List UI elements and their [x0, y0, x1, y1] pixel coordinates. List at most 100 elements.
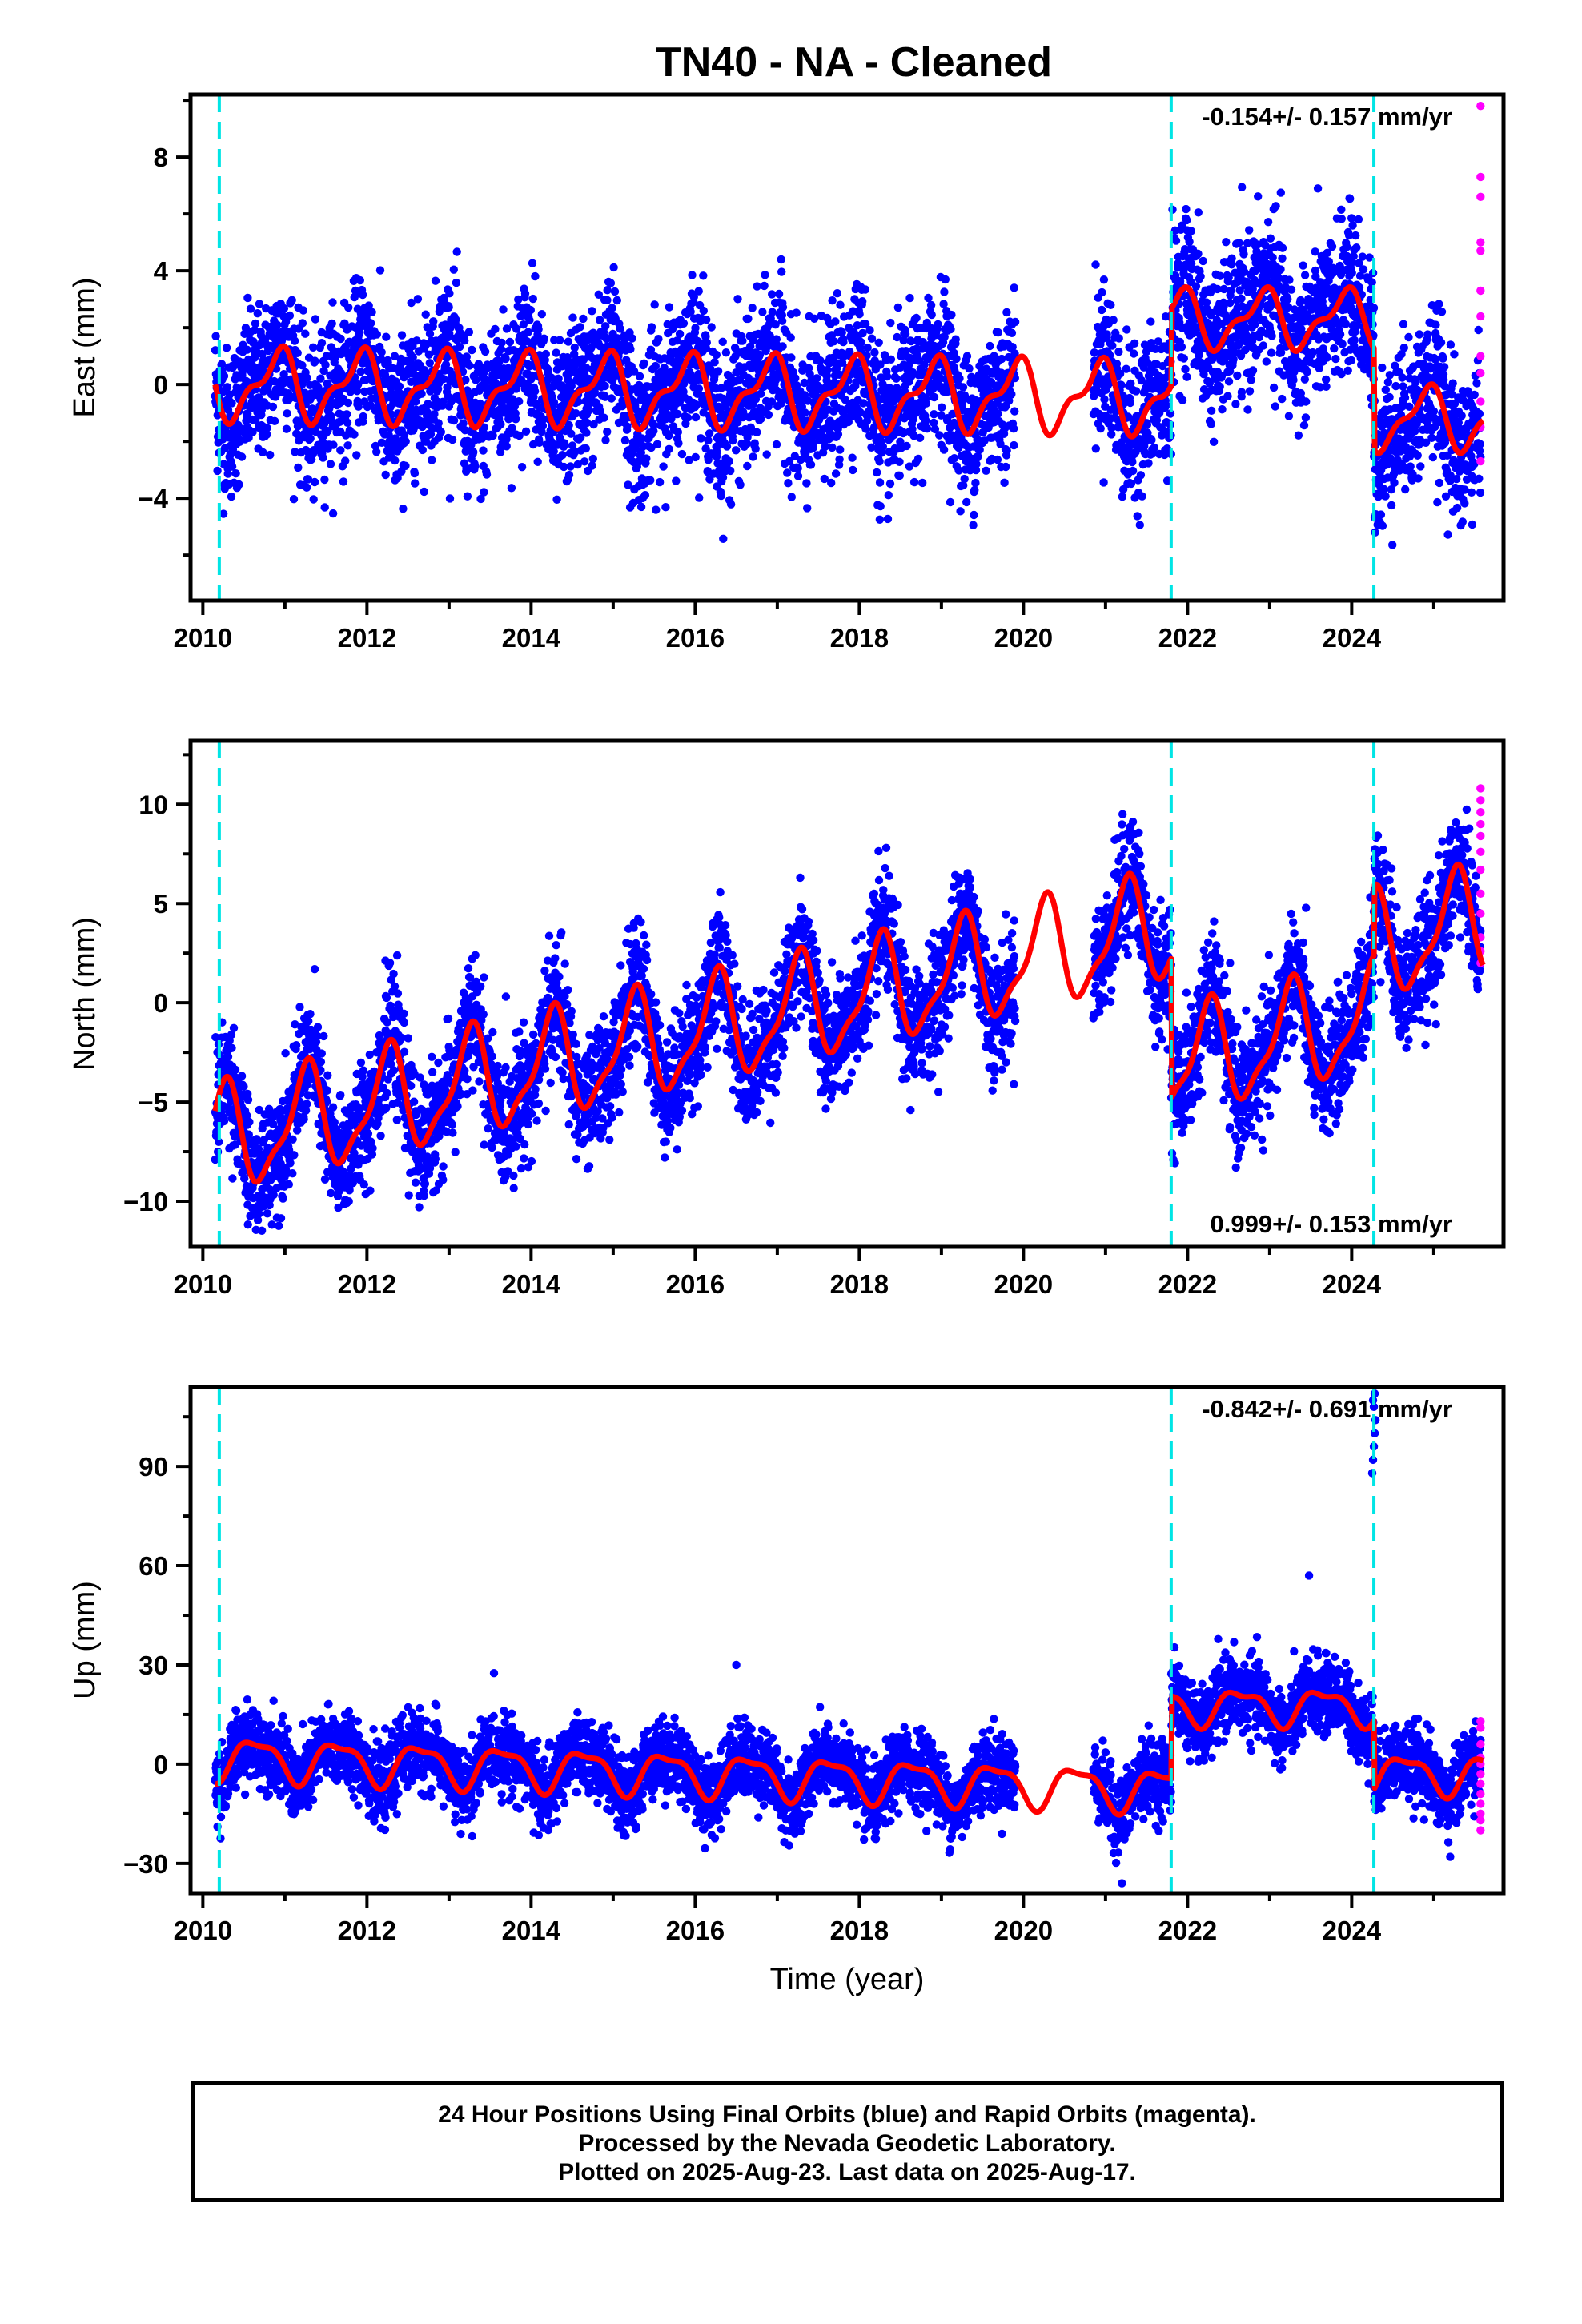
- final-orbit-point: [646, 345, 656, 354]
- final-orbit-point: [219, 372, 229, 380]
- final-orbit-point: [756, 389, 765, 398]
- final-orbit-point: [355, 275, 364, 285]
- final-orbit-point: [823, 365, 832, 375]
- final-orbit-point: [253, 309, 262, 318]
- final-orbit-point: [372, 330, 381, 339]
- final-orbit-point: [628, 334, 636, 343]
- final-orbit-point: [954, 466, 963, 475]
- final-orbit-point: [1387, 485, 1396, 494]
- final-orbit-point: [502, 442, 511, 451]
- final-orbit-point: [1367, 278, 1376, 287]
- final-orbit-point: [549, 398, 559, 407]
- final-orbit-point: [441, 360, 451, 369]
- final-orbit-point: [996, 440, 1005, 448]
- final-orbit-point: [520, 289, 530, 298]
- final-orbit-point: [848, 453, 857, 462]
- final-orbit-point: [1100, 395, 1109, 404]
- final-orbit-point: [660, 364, 669, 372]
- final-orbit-point: [425, 329, 435, 338]
- final-orbit-point: [606, 279, 616, 287]
- final-orbit-point: [833, 430, 843, 439]
- final-orbit-point: [764, 410, 773, 420]
- final-orbit-point: [1002, 462, 1010, 472]
- final-orbit-point: [934, 320, 942, 329]
- final-orbit-point: [449, 416, 459, 425]
- final-orbit-point: [497, 338, 506, 348]
- final-orbit-point: [501, 354, 510, 364]
- final-orbit-point: [939, 445, 949, 454]
- final-orbit-point: [1397, 350, 1406, 359]
- final-orbit-point: [1231, 400, 1240, 408]
- final-orbit-point: [865, 326, 874, 335]
- final-orbit-point: [784, 479, 793, 488]
- final-orbit-point: [1343, 366, 1352, 375]
- final-orbit-point: [600, 413, 608, 422]
- final-orbit-point: [327, 319, 336, 328]
- final-orbit-point: [1133, 412, 1142, 420]
- final-orbit-point: [624, 480, 632, 489]
- final-orbit-point: [1097, 305, 1106, 315]
- final-orbit-point: [354, 402, 363, 411]
- final-orbit-point: [350, 430, 359, 439]
- final-orbit-point: [439, 375, 448, 384]
- final-orbit-point: [263, 424, 271, 432]
- final-orbit-point: [572, 355, 581, 364]
- final-orbit-point: [1315, 364, 1324, 372]
- final-orbit-point: [1090, 392, 1098, 400]
- final-orbit-point: [647, 323, 656, 332]
- final-orbit-point: [420, 487, 428, 497]
- final-orbit-point: [777, 399, 786, 408]
- final-orbit-point: [608, 304, 616, 312]
- final-orbit-point: [255, 300, 264, 308]
- final-orbit-point: [291, 448, 299, 456]
- final-orbit-point: [320, 475, 329, 485]
- final-orbit-point: [1182, 372, 1191, 381]
- final-orbit-point: [603, 296, 612, 304]
- final-orbit-point: [673, 409, 682, 419]
- final-orbit-point: [1002, 308, 1011, 317]
- final-orbit-point: [768, 290, 777, 299]
- final-orbit-point: [331, 354, 339, 363]
- final-orbit-point: [343, 398, 353, 408]
- final-orbit-point: [329, 440, 338, 449]
- final-orbit-point: [702, 316, 711, 324]
- final-orbit-point: [801, 408, 809, 417]
- final-orbit-point: [986, 341, 994, 351]
- final-orbit-point: [1346, 194, 1355, 203]
- final-orbit-point: [463, 492, 472, 501]
- final-orbit-point: [610, 287, 620, 296]
- final-orbit-point: [958, 383, 968, 392]
- final-orbit-point: [1010, 440, 1018, 450]
- final-orbit-point: [1217, 372, 1227, 380]
- final-orbit-point: [213, 466, 222, 476]
- final-orbit-point: [1322, 382, 1331, 391]
- final-orbit-point: [1237, 294, 1246, 303]
- final-orbit-point: [699, 306, 708, 316]
- final-orbit-point: [512, 324, 521, 333]
- final-orbit-point: [568, 313, 577, 322]
- final-orbit-point: [538, 421, 548, 430]
- final-orbit-point: [367, 308, 376, 316]
- final-orbit-point: [858, 297, 867, 306]
- final-orbit-point: [649, 427, 658, 436]
- final-orbit-point: [1322, 375, 1331, 384]
- final-orbit-point: [635, 372, 644, 380]
- final-orbit-point: [273, 320, 282, 329]
- final-orbit-point: [1207, 420, 1216, 428]
- final-orbit-point: [468, 345, 476, 355]
- final-orbit-point: [508, 424, 516, 432]
- final-orbit-point: [652, 440, 662, 448]
- final-orbit-point: [564, 420, 573, 430]
- final-orbit-point: [875, 515, 885, 524]
- final-orbit-point: [921, 416, 930, 425]
- final-orbit-point: [1311, 266, 1320, 275]
- final-orbit-point: [861, 320, 870, 328]
- final-orbit-point: [227, 492, 236, 501]
- final-orbit-point: [320, 503, 329, 512]
- final-orbit-point: [1337, 369, 1346, 379]
- final-orbit-point: [1341, 320, 1351, 328]
- final-orbit-point: [661, 503, 670, 512]
- final-orbit-point: [1182, 204, 1191, 214]
- final-orbit-point: [397, 331, 407, 340]
- final-orbit-point: [319, 420, 329, 428]
